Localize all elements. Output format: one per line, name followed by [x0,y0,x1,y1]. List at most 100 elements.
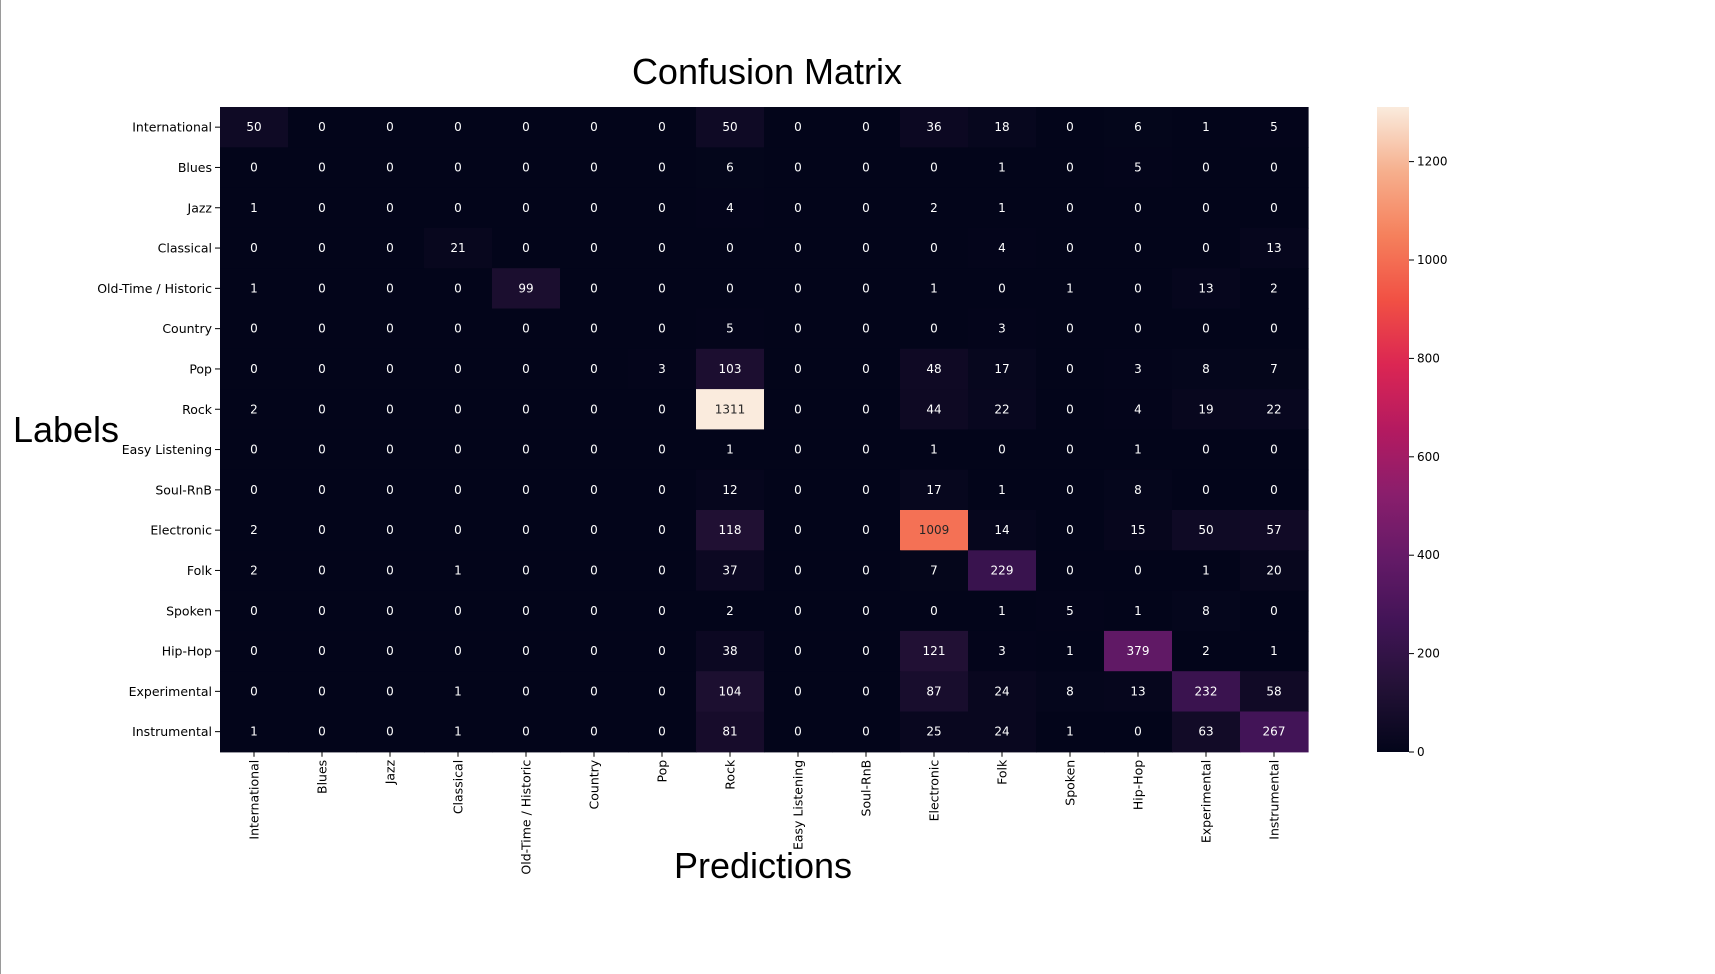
heatmap-cell [424,711,493,753]
heatmap-cell [492,107,561,148]
cell-value-label: 0 [658,402,666,416]
heatmap-cell [424,227,493,269]
cell-value-label: 0 [930,241,938,255]
cell-value-label: 0 [454,644,462,658]
heatmap-cell [220,308,289,350]
heatmap-cell [900,671,969,713]
cell-value-label: 0 [590,281,598,295]
cell-value-label: 0 [590,201,598,215]
heatmap-cell [832,348,901,390]
heatmap-cell [968,510,1037,551]
heatmap-cell [1240,550,1309,592]
heatmap-cell [696,187,765,229]
heatmap-cell [628,429,697,471]
cell-value-label: 0 [794,241,802,255]
cell-value-label: 0 [1270,483,1278,497]
heatmap-cell [1036,308,1105,350]
heatmap-cell [492,147,561,189]
heatmap-cell [492,469,561,511]
heatmap-cell [968,389,1037,430]
cell-value-label: 0 [454,483,462,497]
cell-value-label: 38 [722,644,737,658]
cell-value-label: 0 [794,604,802,618]
heatmap-cell [356,590,425,632]
left-border-line [0,0,1,974]
cell-value-label: 1 [998,160,1006,174]
cell-value-label: 0 [658,644,666,658]
cell-value-label: 0 [386,402,394,416]
cell-value-label: 2 [250,402,258,416]
x-tick-label: Electronic [927,760,942,822]
cell-value-label: 0 [250,483,258,497]
cell-value-label: 0 [1270,604,1278,618]
heatmap-cell [356,147,425,189]
cell-value-label: 0 [522,443,530,457]
heatmap-cell [356,389,425,430]
heatmap-cell [832,671,901,713]
cell-value-label: 0 [386,160,394,174]
heatmap-cell [832,429,901,471]
cell-value-label: 0 [794,443,802,457]
cell-value-label: 1 [454,684,462,698]
heatmap-cell [220,671,289,713]
heatmap-cell [356,550,425,592]
heatmap-cell [560,550,629,592]
cell-value-label: 4 [726,201,734,215]
cell-value-label: 0 [862,160,870,174]
heatmap-cell [832,510,901,551]
heatmap-cell [628,671,697,713]
heatmap-cell [764,711,833,753]
heatmap-cell [900,227,969,269]
cell-value-label: 0 [522,563,530,577]
cell-value-label: 0 [318,483,326,497]
cell-value-label: 13 [1266,241,1281,255]
cell-value-label: 0 [522,604,530,618]
heatmap-cell [628,711,697,753]
heatmap-cell [1036,429,1105,471]
heatmap-cell [1104,268,1173,310]
heatmap-cell [696,348,765,390]
heatmap-cell [900,630,969,672]
cell-value-label: 0 [454,604,462,618]
heatmap-cell [492,308,561,350]
heatmap-cell [1104,630,1173,672]
cell-value-label: 5 [1066,604,1074,618]
heatmap-cell [1036,389,1105,430]
heatmap-cell [1172,711,1241,753]
heatmap-cell [900,147,969,189]
heatmap-cell [1172,308,1241,350]
cell-value-label: 81 [722,725,737,739]
y-tick-label: Pop [189,361,212,376]
heatmap-cell [560,348,629,390]
heatmap-cell [1240,469,1309,511]
cell-value-label: 3 [998,644,1006,658]
cell-value-label: 1 [250,725,258,739]
heatmap-cell [1104,308,1173,350]
heatmap-cell [900,389,969,430]
x-tick-label: Old-Time / Historic [519,760,534,875]
cell-value-label: 0 [658,604,666,618]
heatmap-cell [356,429,425,471]
heatmap-cell [1104,227,1173,269]
heatmap-cell [1036,469,1105,511]
cell-value-label: 3 [998,322,1006,336]
cell-value-label: 0 [454,322,462,336]
heatmap-cell [560,711,629,753]
heatmap-cell [1172,187,1241,229]
cell-value-label: 0 [318,120,326,134]
heatmap-cell [220,389,289,430]
cell-value-label: 0 [590,563,598,577]
cell-value-label: 0 [658,120,666,134]
cell-value-label: 0 [1066,362,1074,376]
heatmap-cell [968,429,1037,471]
heatmap-cell [220,227,289,269]
heatmap-cell [288,348,357,390]
cell-value-label: 0 [386,483,394,497]
heatmap-cell [832,590,901,632]
heatmap-cell [696,590,765,632]
cell-value-label: 0 [250,322,258,336]
cell-value-label: 0 [250,604,258,618]
heatmap-cell [696,711,765,753]
cell-value-label: 0 [862,684,870,698]
colorbar-ticks: 0 200 400 600 800 1000 1200 [1409,155,1448,759]
